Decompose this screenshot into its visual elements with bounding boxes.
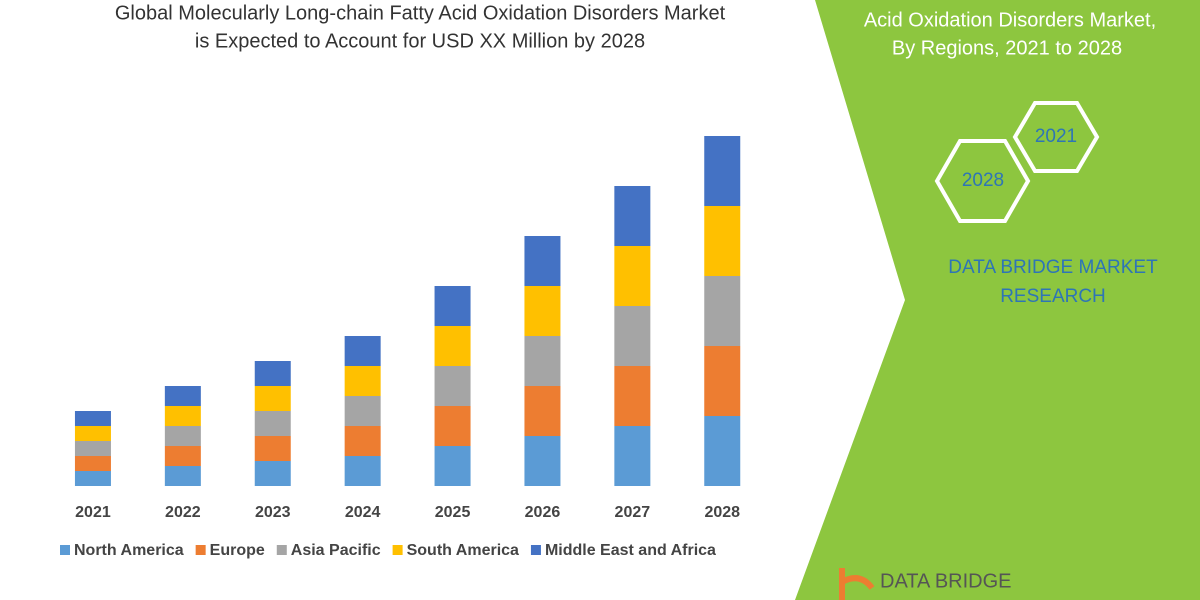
bar-segment [524,436,561,486]
bar-segment [434,406,471,446]
bar-segment [434,326,471,366]
legend-label: Europe [210,542,265,559]
legend-swatch [392,545,403,555]
x-tick-label: 2027 [615,504,651,521]
legend-label: Asia Pacific [291,542,381,559]
hexagon [934,139,1031,223]
legend-swatch [530,545,541,555]
x-tick-label: 2022 [165,504,201,521]
bar-segment [614,426,651,486]
bar-segment [254,411,291,436]
hexagon-label: 2021 [1035,126,1077,147]
bar-segment [254,386,291,411]
bar-segment [344,336,381,366]
side-title: Acid Oxidation Disorders Market, [864,9,1156,31]
bar-segment [164,466,201,486]
bar-segment [254,436,291,461]
bar-segment [434,286,471,326]
bar-segment [524,236,561,286]
bar-segment [434,446,471,486]
bar-segment [614,366,651,426]
bar-segment [74,471,111,486]
logo-text: DATA BRIDGE [880,570,1012,592]
bar-segment [704,136,741,206]
hexagon [1012,101,1100,173]
legend-swatch [60,545,70,555]
x-tick-label: 2021 [75,504,111,521]
bar-segment [434,366,471,406]
bar-segment [74,441,111,456]
bar-segment [344,456,381,486]
bar-segment [254,461,291,486]
bar-segment [344,426,381,456]
chart-title: Global Molecularly Long-chain Fatty Acid… [115,2,726,24]
bar-segment [524,336,561,386]
logo-icon [839,568,875,600]
bar-segment [524,386,561,436]
bar-segment [254,361,291,386]
bar-segment [614,306,651,366]
bar-segment [164,406,201,426]
legend-label: North America [74,542,184,559]
brand-text: DATA BRIDGE MARKET [948,257,1158,278]
x-tick-label: 2026 [525,504,561,521]
bar-segment [344,366,381,396]
bar-segment [344,396,381,426]
bar-segment [524,286,561,336]
legend-label: South America [407,542,519,559]
bar-segment [704,276,741,346]
bar-segment [704,346,741,416]
bar-segment [704,416,741,486]
brand-text: RESEARCH [1000,286,1106,307]
bar-segment [74,411,111,426]
bar-segment [164,426,201,446]
bar-segment [74,456,111,471]
legend-label: Middle East and Africa [545,542,716,559]
x-tick-label: 2025 [435,504,471,521]
bar-segment [74,426,111,441]
legend-swatch [195,545,206,555]
bar-segment [614,186,651,246]
x-tick-label: 2024 [345,504,381,521]
bar-segment [164,386,201,406]
side-title: By Regions, 2021 to 2028 [892,37,1122,59]
chart-title: is Expected to Account for USD XX Millio… [195,30,645,52]
hexagon-label: 2028 [962,170,1004,191]
bar-segment [614,246,651,306]
side-panel [795,0,1200,600]
bar-segment [164,446,201,466]
x-tick-label: 2023 [255,504,291,521]
x-tick-label: 2028 [704,504,740,521]
bar-segment [704,206,741,276]
legend-swatch [276,545,287,555]
